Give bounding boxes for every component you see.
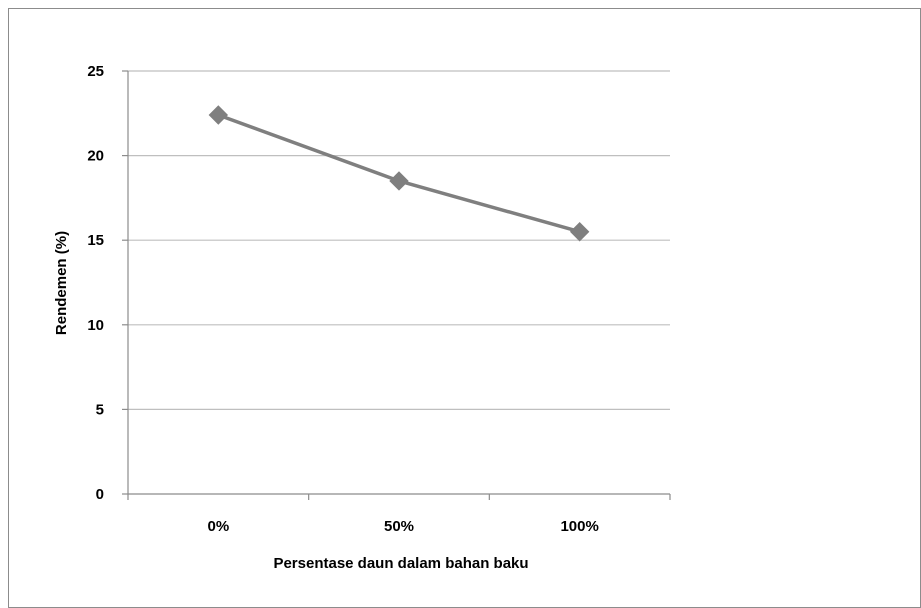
data-point-50pct [389,171,409,191]
y-tick-label: 5 [96,401,104,418]
y-tick-label: 20 [87,148,104,165]
x-tick-labels: 0% 50% 100% [207,518,598,535]
x-tick-label: 50% [384,518,414,535]
y-tick-label: 25 [87,63,104,80]
axes [122,70,671,500]
data-point-0pct [208,105,229,125]
y-tick-label: 0 [96,486,104,503]
series [208,105,590,242]
gridlines [128,70,670,410]
x-axis-title: Persentase daun dalam bahan baku [273,555,528,572]
data-point-100pct [569,222,590,242]
y-tick-label: 15 [87,232,104,249]
y-axis-title: Rendemen (%) [53,231,70,335]
y-tick-label: 10 [87,317,104,334]
x-tick-label: 0% [207,518,229,535]
chart-frame [8,8,921,608]
x-tick-label: 100% [560,518,598,535]
y-tick-labels: 0 5 10 15 20 25 [87,63,104,503]
